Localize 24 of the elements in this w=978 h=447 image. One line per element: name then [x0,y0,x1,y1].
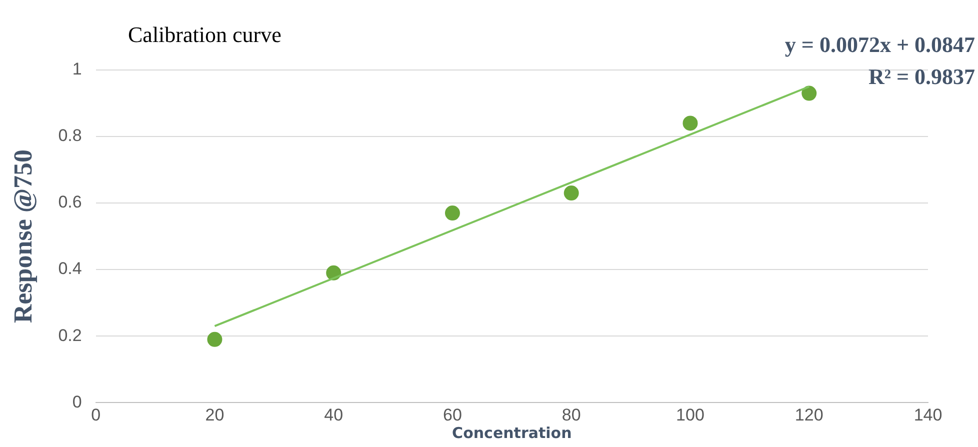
chart-title: Calibration curve [128,22,282,47]
y-tick-label: 0.4 [58,259,82,278]
x-tick-label: 40 [324,405,344,424]
y-tick-label: 0.6 [58,192,82,212]
y-tick-label: 0.2 [58,326,82,345]
y-tick-label: 0.8 [58,126,82,146]
point [802,86,817,101]
y-tick-label: 0 [72,392,82,412]
x-tick-label: 80 [562,405,581,424]
point [564,186,579,201]
x-tick-label: 140 [914,405,942,424]
point [682,116,698,131]
point [444,206,460,221]
point [207,332,222,347]
x-tick-label: 120 [794,405,824,424]
x-tick-label: 0 [91,405,101,424]
annotation: R² = 0.9837 [868,64,975,89]
x-tick-label: 100 [676,405,704,424]
y-axis-title: Response @750 [8,149,38,324]
x-tick-label: 20 [205,405,224,424]
x-tick-label: 60 [443,405,462,424]
y-tick-label: 1 [72,60,82,79]
x-axis-title: Concentration [452,424,572,442]
text: y = 0.0072x + 0.0847 [784,32,975,57]
